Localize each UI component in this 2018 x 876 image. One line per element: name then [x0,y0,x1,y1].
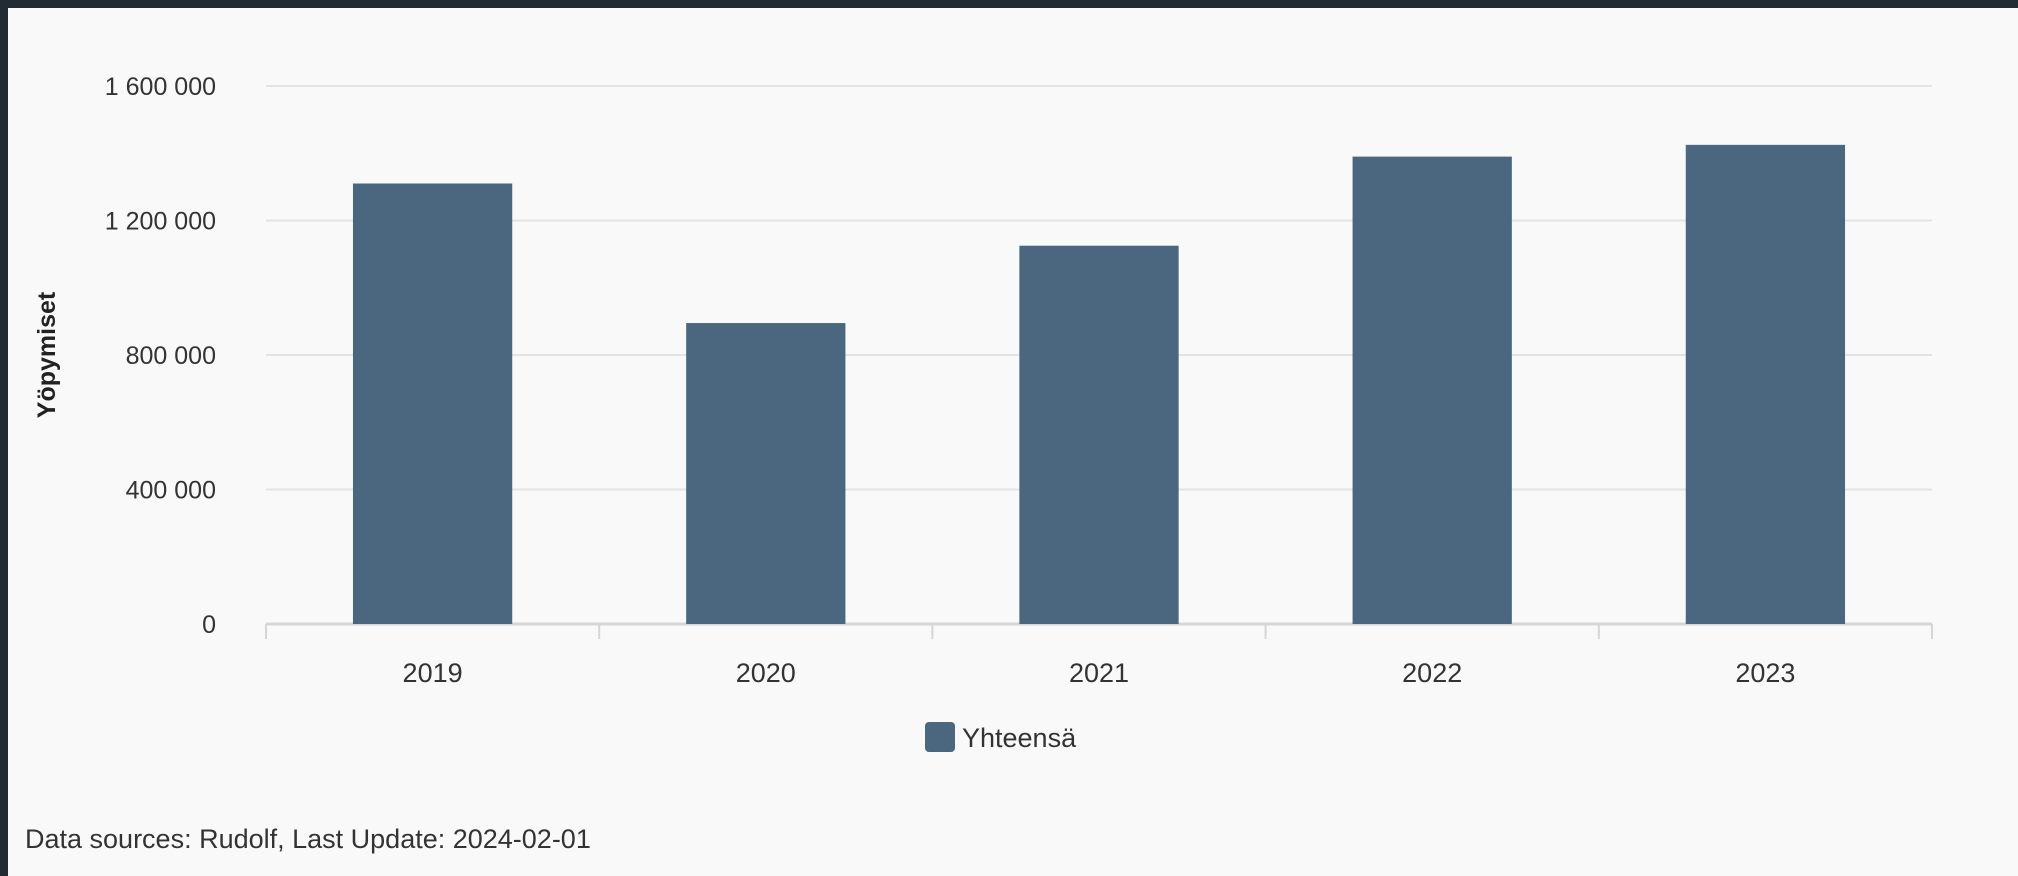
x-tick-label: 2019 [403,658,463,688]
bar-chart: 0 400 000 800 000 1 200 000 1 600 000 2019 202… [33,73,1933,753]
y-tick-label: 1 600 000 [105,73,216,101]
bar-2021 [1019,245,1179,624]
y-axis-title: Yöpymiset [33,291,61,418]
bar-2019 [352,183,513,624]
bar-2022 [1352,156,1512,625]
x-tick-label: 2022 [1402,658,1462,688]
x-tick-label: 2023 [1735,658,1795,688]
y-tick-label: 0 [202,611,216,639]
data-source-note: Data sources: Rudolf, Last Update: 2024-… [25,824,591,854]
legend-swatch [925,722,955,752]
chart-panel: 0 400 000 800 000 1 200 000 1 600 000 2019 202… [8,8,2018,876]
bar-2023 [1685,144,1846,624]
y-tick-label: 800 000 [126,342,216,370]
x-tick-label: 2020 [736,658,796,688]
y-tick-label: 1 200 000 [105,208,216,236]
bar-2020 [686,323,846,624]
y-tick-label: 400 000 [126,477,216,505]
legend-label: Yhteensä [962,723,1077,753]
x-tick-label: 2021 [1069,658,1129,688]
